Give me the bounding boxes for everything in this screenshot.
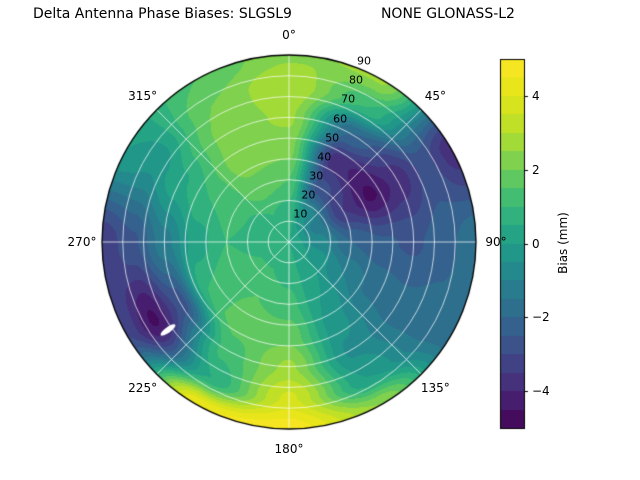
angle-tick-label: 315° <box>128 88 158 103</box>
colorbar-axis-label: Bias (mm) <box>556 212 570 274</box>
angle-tick-label: 225° <box>128 381 158 396</box>
radial-tick-label: 60 <box>333 112 348 125</box>
radial-tick-label: 50 <box>325 131 340 145</box>
chart-title: Delta Antenna Phase Biases: SLGSL9 NONE … <box>33 6 515 22</box>
radial-tick-label: 10 <box>293 207 308 221</box>
colorbar-tick-label: 2 <box>532 162 540 177</box>
colorbar-tick-label: −2 <box>532 310 550 325</box>
angle-tick-label: 0° <box>282 28 296 42</box>
colorbar-tick-label: 4 <box>532 88 540 103</box>
angle-tick-label: 270° <box>67 235 97 249</box>
colorbar-tick-label: 0 <box>532 236 540 251</box>
angle-tick-label: 90° <box>485 235 507 249</box>
radial-tick-label: 20 <box>301 188 316 202</box>
radial-tick-label: 80 <box>349 73 364 87</box>
radial-tick-label: 90 <box>357 54 371 68</box>
angle-tick-label: 180° <box>274 442 304 456</box>
angle-tick-label: 45° <box>424 88 446 103</box>
radial-tick-label: 40 <box>317 150 332 164</box>
colorbar-tick-label: −4 <box>532 384 550 399</box>
angle-tick-label: 135° <box>420 381 450 396</box>
radial-tick-label: 30 <box>309 169 324 183</box>
radial-tick-label: 70 <box>341 92 356 106</box>
